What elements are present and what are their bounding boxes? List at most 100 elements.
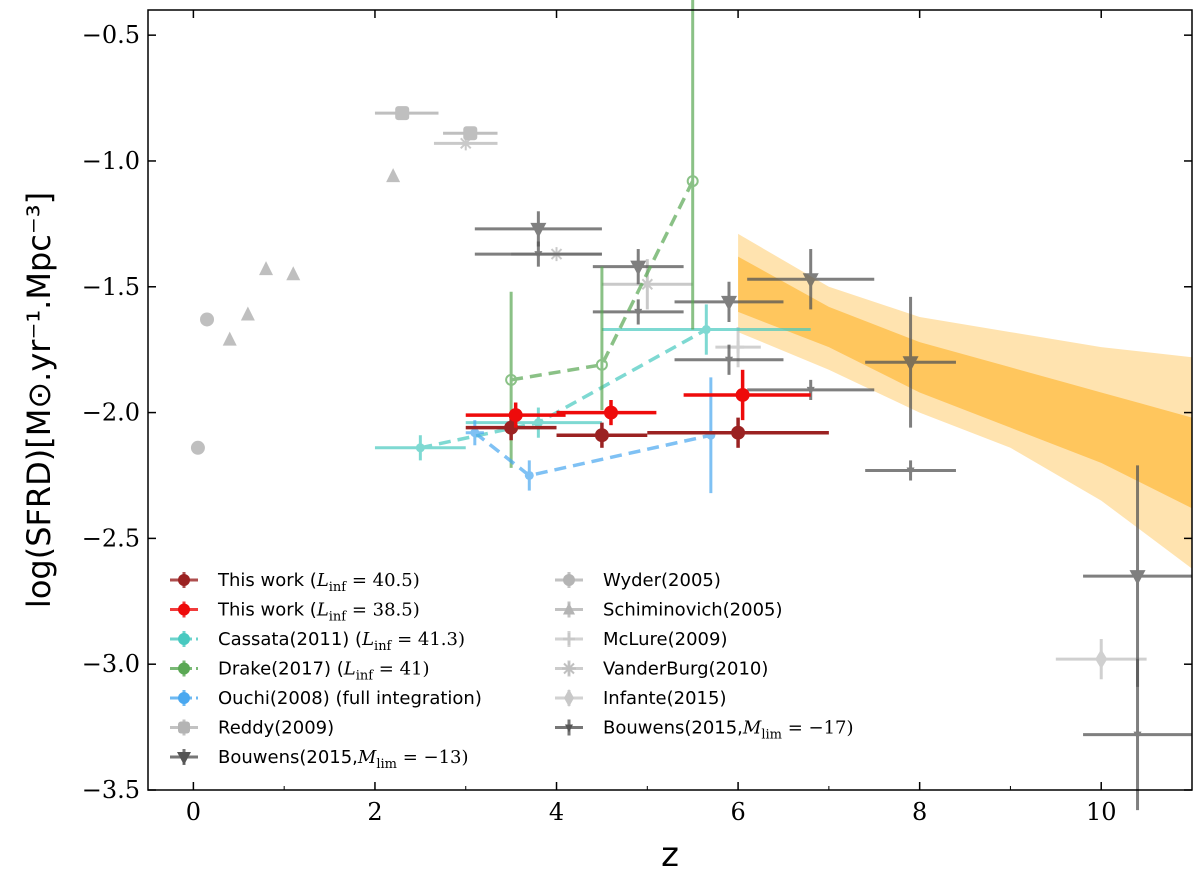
legend-math: L [343,659,356,680]
data-point [701,325,711,335]
legend-entry: Reddy(2009) [170,718,334,739]
plot-frame [147,9,1193,791]
data-point [634,308,643,317]
legend-label: Schiminovich(2005) [603,600,783,621]
data-point [458,136,473,151]
data-point [178,662,190,675]
legend-label: Cassata(2011) (Linf = 41.3) [218,629,465,654]
data-point [564,689,574,707]
data-point [200,312,215,327]
legend-entry: Ouchi(2008) (full integration) [170,688,482,709]
series-11 [465,415,829,448]
x-tick-label: 0 [186,798,201,826]
series-7 [474,241,1192,811]
data-point [286,266,301,281]
y-tick-label: −1.5 [82,273,140,301]
legend-math: M [357,747,377,768]
legend-label: Infante(2015) [603,688,726,709]
data-point [640,277,655,292]
series-line [510,180,695,382]
legend-entry: This work (Linf = 40.5) [170,570,420,595]
legend-label-text: Schiminovich(2005) [603,600,783,621]
data-point [178,721,190,734]
data-point [906,467,915,476]
legend-tail: = 41) [373,659,429,680]
data-point [190,440,205,455]
data-point [802,273,819,289]
x-tick-label: 6 [730,798,745,826]
data-point [177,752,191,765]
data-point [603,405,618,420]
legend-subscript: inf [374,639,393,654]
data-point [530,222,547,238]
legend-math: M [742,718,762,739]
legend-entry: Cassata(2011) (Linf = 41.3) [170,629,465,654]
legend-label: McLure(2009) [603,629,727,650]
x-tick-label: 2 [367,798,382,826]
legend: This work (Linf = 40.5)This work (Linf =… [170,570,854,772]
y-tick-label: −3.0 [82,650,140,678]
series-5 [1055,639,1147,680]
legend-tail: = 40.5) [346,570,420,591]
y-tick-label: −3.5 [82,776,140,804]
data-point [524,470,534,480]
data-point [178,574,190,586]
data-point [386,168,401,183]
data-point [470,428,480,438]
uncertainty-bands [738,233,1192,569]
series-line [419,328,708,450]
data-point [595,358,608,371]
y-tick-label: −2.5 [82,524,140,552]
data-point [1095,649,1108,670]
legend-tail: = −17) [782,718,854,739]
legend-entry: McLure(2009) [555,629,727,650]
x-axis-title: z [661,835,679,875]
legend-label: Drake(2017) (Linf = 41) [218,659,430,684]
legend-label-text: This work ( [217,600,317,621]
legend-math: L [316,600,329,621]
data-point [721,295,738,311]
legend-entry: VanderBurg(2010) [555,659,768,680]
legend-entry: Bouwens(2015,Mlim = −17) [555,718,854,743]
legend-label: This work (Linf = 38.5) [217,600,420,625]
series-9 [505,0,699,468]
data-point [563,633,575,645]
legend-entry: This work (Linf = 38.5) [170,600,420,625]
legend-subscript: lim [376,757,397,772]
series-2 [190,312,215,455]
legend-entry: Bouwens(2015,Mlim = −13) [170,747,469,772]
legend-label: Ouchi(2008) (full integration) [218,688,482,709]
legend-tail: = 41.3) [391,629,465,650]
legend-label-text: Wyder(2005) [603,570,721,591]
series-8 [374,304,811,461]
y-tick-label: −1.0 [82,147,140,175]
data-point [463,126,478,141]
legend-label-text: Drake(2017) ( [218,659,344,680]
data-point [415,443,425,453]
y-axis-title: log(SFRD)[M⊙.yr⁻¹.Mpc⁻³] [20,192,58,608]
legend-label-text: This work ( [217,570,317,591]
legend-entry: Schiminovich(2005) [555,600,783,621]
legend-math: L [316,570,329,591]
y-tick-label: −2.0 [82,399,140,427]
data-point [731,425,746,440]
x-tick-label: 4 [549,798,564,826]
data-point [240,306,255,321]
x-tick-label: 10 [1086,798,1117,826]
data-point [725,356,734,365]
data-point [563,602,575,615]
data-point [594,428,609,443]
legend-subscript: inf [356,669,375,684]
data-point [395,106,410,121]
legend-tail: = −13) [397,747,469,768]
legend-label: Wyder(2005) [603,570,721,591]
legend-label: Reddy(2009) [218,718,334,739]
data-point [222,331,237,346]
data-point [563,574,575,586]
x-tick-label: 8 [912,798,927,826]
series-6 [474,211,1192,687]
legend-label-text: Ouchi(2008) (full integration) [218,688,482,709]
legend-subscript: lim [761,728,782,743]
data-point [178,633,190,645]
